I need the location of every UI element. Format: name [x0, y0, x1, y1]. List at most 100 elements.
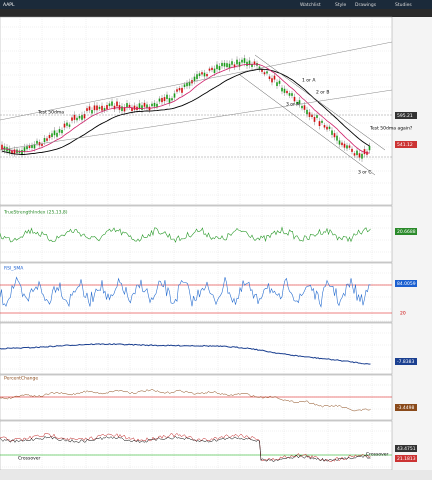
candle: [238, 61, 241, 67]
candle: [351, 148, 353, 152]
candle: [26, 146, 28, 150]
candle: [233, 64, 236, 68]
candle: [226, 63, 228, 68]
candle: [13, 149, 16, 154]
tab[interactable]: Watchlist: [300, 2, 321, 8]
panel-title: PercentChange: [4, 376, 38, 382]
candle: [106, 105, 108, 110]
candle: [261, 69, 263, 72]
candle: [153, 102, 156, 107]
candle: [193, 76, 196, 82]
candle: [361, 153, 363, 159]
candle: [98, 106, 101, 109]
candle: [186, 82, 188, 87]
panel-value: 84.0059: [397, 281, 416, 287]
candle: [178, 88, 181, 91]
candle: [358, 153, 361, 158]
panel-value: 20: [400, 311, 406, 317]
panel-value: 43.4751: [397, 446, 416, 452]
candle: [141, 105, 143, 110]
value-tag: [395, 404, 417, 411]
candle: [303, 105, 306, 110]
panel-value: -7.8383: [397, 359, 415, 365]
candle: [91, 110, 93, 114]
candle: [113, 105, 116, 110]
candle: [36, 140, 38, 144]
candle: [306, 109, 308, 115]
candle: [356, 150, 358, 156]
annotation: 2 or B: [316, 90, 329, 96]
candle: [161, 97, 163, 103]
annotation: 3 or C: [358, 170, 371, 176]
candle: [138, 103, 141, 109]
candle: [18, 150, 21, 153]
candle: [78, 115, 81, 119]
candle: [286, 90, 288, 94]
candle: [51, 133, 53, 137]
candle: [333, 133, 336, 138]
candle: [96, 105, 98, 111]
moving-average: [1, 63, 370, 154]
candle: [196, 74, 198, 80]
candle: [53, 130, 56, 136]
value-tag: [395, 445, 417, 452]
candle: [41, 143, 43, 146]
panel-value: -3.4498: [397, 405, 415, 411]
indicator-line: [0, 226, 371, 243]
candle: [296, 101, 298, 105]
candle: [251, 64, 253, 67]
candle: [46, 138, 48, 141]
indicator-line: [0, 432, 371, 462]
candle: [131, 107, 133, 112]
candle: [241, 59, 243, 63]
candle: [171, 98, 173, 101]
candle: [266, 71, 268, 74]
indicator-line: [0, 343, 371, 365]
candle: [126, 103, 128, 108]
indicator-line: [0, 276, 371, 308]
candle: [343, 143, 346, 148]
candle: [288, 93, 291, 96]
tab[interactable]: Style: [335, 2, 347, 8]
candle: [66, 122, 68, 126]
candle: [151, 103, 153, 107]
candle: [61, 129, 63, 134]
candle: [111, 101, 113, 106]
symbol-bar: [0, 9, 432, 17]
candle: [31, 145, 33, 148]
plot-layer: [0, 16, 432, 480]
candle: [1, 144, 3, 150]
candle: [246, 61, 248, 66]
candle: [28, 145, 31, 149]
candle: [313, 116, 316, 122]
candle: [133, 105, 136, 110]
candle: [128, 104, 131, 108]
candle: [101, 105, 103, 111]
value-tag: [395, 455, 417, 462]
candle: [163, 97, 166, 102]
candle: [121, 106, 123, 112]
candle: [308, 112, 311, 117]
candle: [158, 98, 161, 102]
candle: [338, 140, 341, 145]
tab[interactable]: Drawings: [355, 2, 377, 8]
candle: [88, 106, 91, 111]
candle: [181, 87, 183, 93]
tab[interactable]: Studies: [395, 2, 412, 8]
price-label: 595.21: [397, 113, 413, 119]
candle: [316, 115, 318, 118]
panel-value: 21.1813: [397, 456, 416, 462]
candle: [156, 103, 158, 107]
candle: [63, 123, 66, 128]
candle: [76, 117, 78, 121]
candle: [201, 72, 203, 75]
candle: [68, 124, 71, 127]
candle: [341, 142, 343, 146]
candle: [311, 114, 313, 117]
candle: [253, 61, 256, 65]
indicator-line: [0, 435, 371, 462]
candle: [56, 132, 58, 137]
annotation: Crossover: [366, 452, 389, 458]
